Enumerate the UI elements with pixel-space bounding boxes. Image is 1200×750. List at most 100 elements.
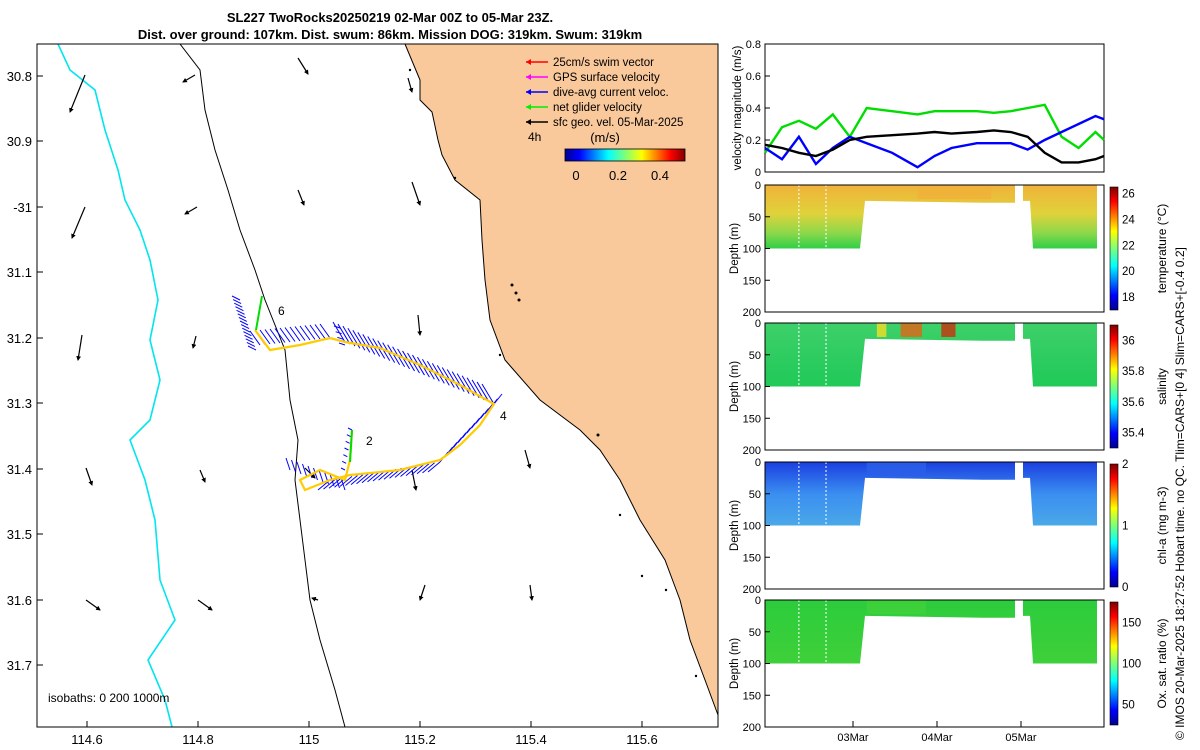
- current-vector: [335, 331, 342, 335]
- speed-colorbar-tick: 0.2: [609, 168, 627, 183]
- current-vector: [235, 306, 244, 312]
- map-x-tick-label: 115: [299, 732, 320, 747]
- current-vector: [405, 465, 419, 476]
- time-tick-label: 04Mar: [921, 732, 953, 744]
- section-feature: [941, 323, 956, 337]
- depth-tick-label: 150: [743, 275, 761, 287]
- current-vector: [307, 465, 313, 479]
- current-vector: [318, 469, 324, 483]
- section-colorbar-tick: 26: [1122, 188, 1135, 200]
- current-vector: [422, 462, 435, 474]
- geo-velocity-arrow: [199, 469, 206, 483]
- depth-tick-label: 200: [743, 584, 761, 596]
- section-colorbar-tick: 24: [1122, 214, 1135, 226]
- current-vector: [269, 328, 281, 344]
- current-vector: [291, 459, 296, 473]
- current-vector: [362, 334, 376, 355]
- velocity-series-line: [764, 103, 1105, 154]
- surface-geostrophic-vectors: [69, 57, 534, 611]
- depth-tick-label: 50: [749, 212, 761, 224]
- geo-velocity-arrow: [191, 335, 197, 349]
- depth-axis-label: Depth (m): [729, 223, 741, 274]
- velocity-y-tick-label: 0: [755, 167, 761, 179]
- section-colorbar-tick: 2: [1122, 459, 1128, 471]
- current-vector: [274, 328, 286, 343]
- credit-note: © IMOS 20-Mar-2025 18:27:52 Hobart time.…: [1173, 247, 1187, 740]
- section-colorbar-tick: 100: [1122, 659, 1141, 671]
- current-vector: [352, 330, 366, 351]
- depth-tick-label: 50: [749, 627, 761, 639]
- velocity-series-line: [764, 129, 1105, 164]
- section-colorbar: [1109, 186, 1119, 311]
- current-vector: [343, 454, 348, 458]
- current-vector: [319, 323, 331, 339]
- geo-velocity-arrow: [417, 314, 423, 336]
- current-vector: [246, 341, 256, 347]
- section-colorbar-tick: 35.6: [1122, 397, 1144, 409]
- section-data-left: [765, 462, 1015, 526]
- geo-velocity-arrow: [418, 584, 426, 601]
- depth-tick-label: 100: [743, 244, 761, 256]
- current-vector: [259, 329, 271, 345]
- current-vector: [244, 334, 253, 340]
- time-tick-label: 05Mar: [1005, 732, 1037, 744]
- velocity-y-tick-label: 0.8: [746, 39, 761, 51]
- current-vector: [247, 345, 257, 351]
- depth-tick-label: 50: [749, 489, 761, 501]
- current-vector: [341, 460, 347, 464]
- legend-swatch-head: [526, 119, 531, 125]
- land-area: [404, 44, 718, 716]
- isobath-200m: [179, 44, 346, 727]
- current-vector: [249, 330, 261, 346]
- current-vector: [314, 324, 326, 339]
- section-colorbar-tick: 1: [1122, 521, 1128, 533]
- map-y-ticks: 30.8 30.9 -31 31.1 31.2 31.3 31.4 31.5 31.6 31.7: [7, 69, 43, 673]
- map-x-tick-label: 114.6: [71, 732, 103, 747]
- current-vector: [238, 316, 248, 322]
- depth-axis-label: Depth (m): [729, 638, 741, 689]
- section-colorbar-tick: 150: [1122, 618, 1141, 630]
- velocity-y-tick-label: 0.6: [746, 71, 761, 83]
- geo-velocity-arrow: [76, 334, 83, 361]
- depth-section-panel: 0 50 100 150 200 Depth (m) 50 100 150 Ox. sat. ra…: [729, 595, 1169, 734]
- figure-title-line2: Dist. over ground: 107km. Dist. swum: 86…: [137, 27, 643, 42]
- current-vector: [481, 383, 495, 405]
- legend-label: sfc geo. vel. 05-Mar-2025: [553, 117, 683, 129]
- time-step-label: 4h: [528, 130, 541, 144]
- current-vector: [345, 440, 350, 444]
- legend-label: dive-avg current veloc.: [553, 87, 669, 99]
- current-vector: [345, 475, 358, 486]
- map-y-tick-label: 31.1: [7, 265, 32, 280]
- current-vector: [296, 461, 302, 475]
- isobath-1000m: [57, 44, 176, 727]
- legend-label: net glider velocity: [553, 102, 642, 114]
- current-vector: [289, 326, 301, 342]
- section-data-right: [1023, 462, 1097, 526]
- current-vector: [350, 474, 364, 485]
- section-colorbar-tick: 50: [1122, 700, 1135, 712]
- map-x-tick-label: 115.4: [515, 732, 547, 747]
- depth-tick-label: 200: [743, 722, 761, 734]
- current-vector: [304, 325, 316, 340]
- depth-tick-label: 100: [743, 382, 761, 394]
- map-y-tick-label: 30.8: [7, 69, 32, 84]
- current-vector: [337, 336, 344, 340]
- map-y-tick-label: 31.2: [7, 331, 32, 346]
- map-y-tick-label: -31: [13, 200, 32, 215]
- map-y-tick-label: 31.3: [7, 396, 32, 411]
- isobaths-note: isobaths: 0 200 1000m: [48, 691, 169, 705]
- speed-colorbar-tick: 0.4: [651, 168, 669, 183]
- depth-axis-label: Depth (m): [729, 361, 741, 412]
- current-vector: [416, 463, 430, 475]
- colorbar-units-label: (m/s): [590, 130, 620, 145]
- section-feature: [917, 185, 992, 199]
- section-feature: [866, 600, 927, 614]
- current-vector: [344, 447, 349, 451]
- section-data-right: [1023, 185, 1097, 249]
- depth-section-panel: 0 50 100 150 200 Depth (m) 0 1 2 chl-a (mg m-3): [729, 457, 1169, 596]
- current-vector: [294, 326, 306, 341]
- coastal-islets: [408, 68, 698, 678]
- velocity-y-tick-label: 0.2: [746, 135, 761, 147]
